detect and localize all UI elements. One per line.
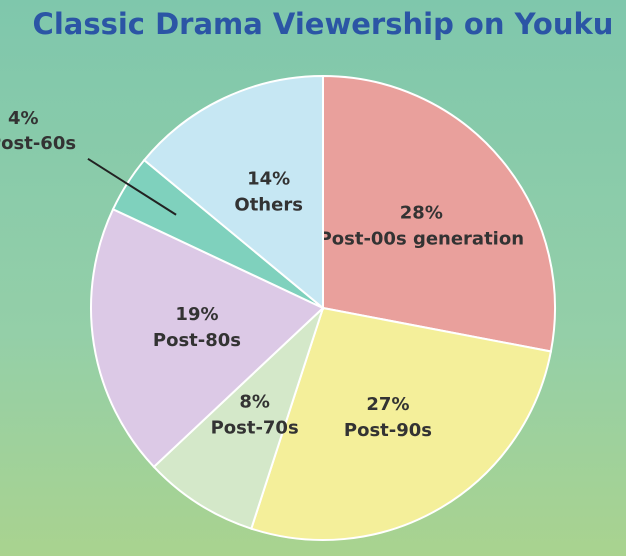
value-label: 14%: [247, 169, 290, 190]
pie-slice: [142, 74, 324, 311]
value-label: 19%: [175, 304, 218, 325]
value-label: 4%: [8, 108, 39, 129]
pie-slice: [152, 307, 324, 530]
pie-slice: [250, 306, 553, 541]
value-label: 8%: [239, 392, 270, 413]
value-label: 27%: [366, 394, 409, 415]
pie-slice: [90, 207, 325, 469]
category-label: Post-70s: [211, 418, 299, 439]
category-label: Post-60s: [0, 133, 76, 154]
category-label: Post-80s: [153, 330, 241, 351]
leader-line: [87, 157, 177, 216]
pie-slice: [322, 74, 556, 353]
category-label: Post-90s: [344, 420, 432, 441]
category-label: Others: [234, 195, 303, 216]
category-label: Post-00s generation: [319, 229, 524, 250]
chart-title: Classic Drama Viewership on Youku: [33, 7, 614, 41]
value-label: 28%: [400, 203, 443, 224]
